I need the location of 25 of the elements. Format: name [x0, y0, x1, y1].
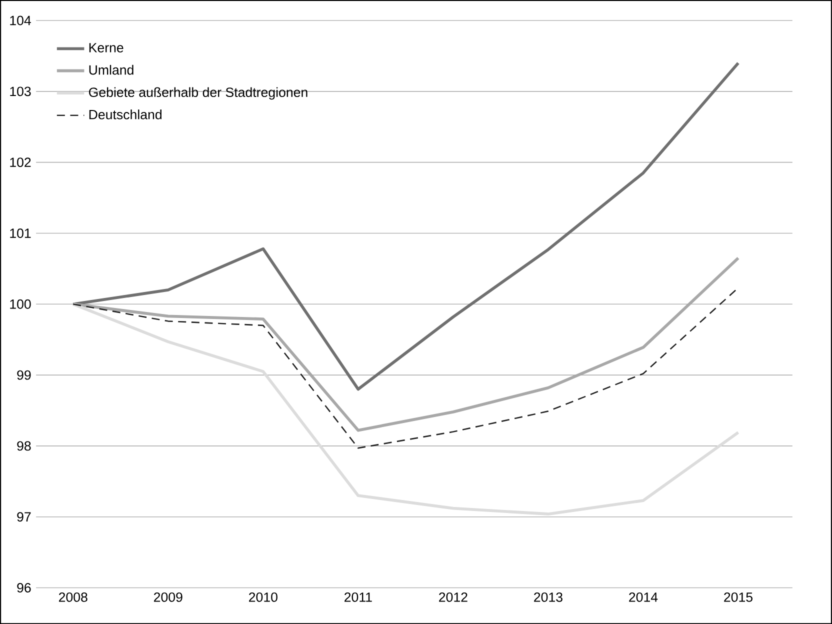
y-tick-label: 97 [17, 512, 31, 522]
legend-label: Kerne [89, 42, 124, 52]
y-tick-label: 103 [10, 86, 31, 96]
y-tick-label: 98 [17, 441, 31, 451]
y-tick-label: 102 [10, 157, 31, 167]
legend-label: Umland [89, 64, 134, 75]
y-tick-label: 100 [10, 299, 31, 309]
x-tick-label: 2014 [629, 592, 658, 602]
y-tick-label: 104 [10, 16, 31, 26]
x-tick-label: 2010 [249, 592, 278, 602]
y-tick-label: 96 [17, 582, 31, 592]
x-tick-label: 2008 [58, 592, 88, 602]
line-series [72, 287, 739, 449]
x-tick-label: 2011 [344, 592, 372, 602]
x-tick-label: 2013 [534, 592, 562, 602]
x-tick-label: 2009 [154, 592, 182, 602]
line-series [72, 61, 740, 391]
x-tick-label: 2015 [724, 592, 752, 602]
y-tick-label: 101 [10, 228, 31, 238]
line-series [72, 302, 740, 516]
line-series [72, 256, 740, 432]
y-tick-label: 99 [17, 370, 31, 380]
x-tick-label: 2012 [439, 592, 468, 602]
legend-label: Deutschland [89, 109, 162, 120]
legend-label: Gebiete außerhalb der Stadtregionen [88, 87, 308, 100]
